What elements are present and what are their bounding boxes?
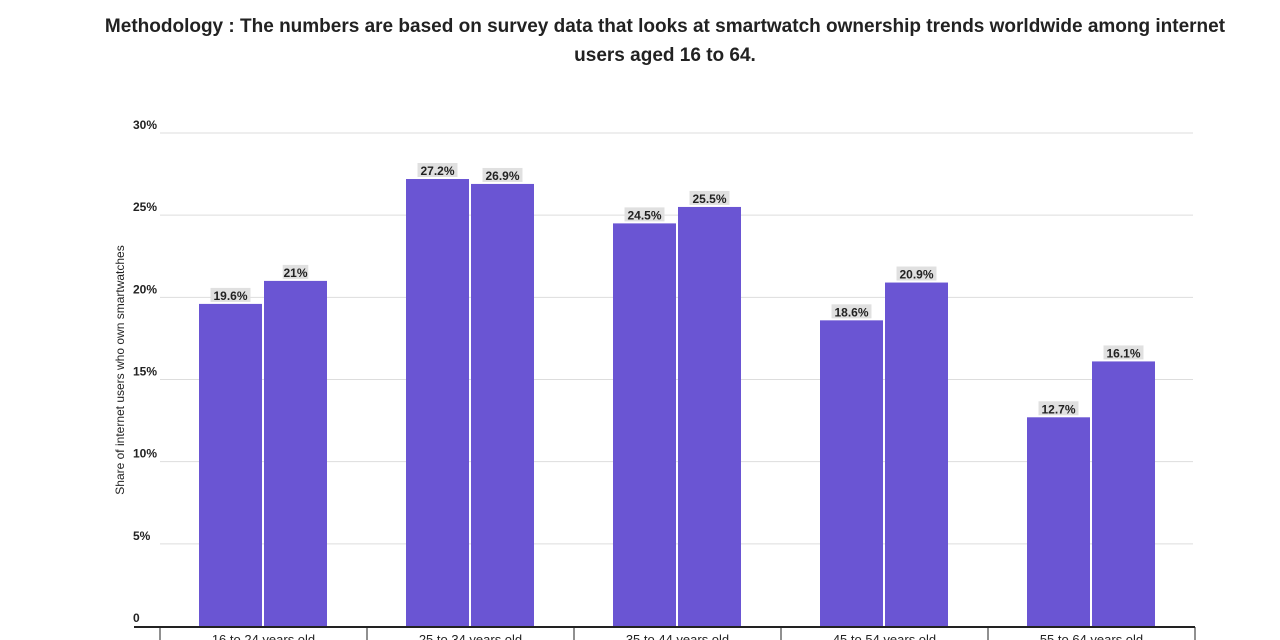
bar bbox=[820, 320, 883, 626]
data-label-bg bbox=[1038, 401, 1079, 416]
data-label: 20.9% bbox=[899, 268, 933, 282]
y-tick-label: 30% bbox=[133, 118, 157, 132]
y-tick-label: 15% bbox=[133, 365, 157, 379]
data-label-bg bbox=[831, 304, 872, 319]
data-label-bg bbox=[482, 167, 523, 182]
data-label-bg bbox=[1103, 345, 1144, 360]
bar bbox=[264, 280, 327, 626]
bar bbox=[1092, 361, 1155, 626]
bar bbox=[471, 183, 534, 626]
bar bbox=[406, 179, 469, 626]
x-tick-label: 35 to 44 years old bbox=[626, 632, 729, 640]
x-tick-label: 55 to 64 years old bbox=[1040, 632, 1143, 640]
data-label-bg bbox=[689, 190, 730, 205]
bar bbox=[678, 206, 741, 626]
data-label-bg bbox=[417, 163, 458, 178]
data-label-bg bbox=[896, 266, 937, 281]
data-label-bg bbox=[210, 287, 251, 302]
data-label: 25.5% bbox=[692, 192, 726, 206]
y-tick-label: 0 bbox=[133, 611, 140, 625]
data-label: 19.6% bbox=[213, 289, 247, 303]
y-axis-label: Share of internet users who own smartwat… bbox=[113, 245, 127, 494]
y-tick-label: 25% bbox=[133, 200, 157, 214]
x-tick-label: 16 to 24 years old bbox=[212, 632, 315, 640]
chart-title: Methodology : The numbers are based on s… bbox=[104, 16, 1226, 66]
data-label: 27.2% bbox=[420, 164, 454, 178]
data-label-bg bbox=[624, 207, 665, 222]
y-tick-label: 20% bbox=[133, 282, 157, 296]
data-label: 21% bbox=[283, 266, 307, 280]
bar bbox=[1027, 417, 1090, 626]
bar bbox=[199, 303, 262, 626]
y-tick-label: 5% bbox=[133, 529, 151, 543]
bar bbox=[613, 223, 676, 626]
y-tick-label: 10% bbox=[133, 447, 157, 461]
bar bbox=[885, 282, 948, 626]
data-label: 18.6% bbox=[834, 305, 868, 319]
data-label: 24.5% bbox=[627, 208, 661, 222]
data-label-bg bbox=[282, 264, 309, 279]
data-label: 16.1% bbox=[1106, 346, 1140, 360]
data-label: 12.7% bbox=[1041, 402, 1075, 416]
x-tick-label: 25 to 34 years old bbox=[419, 632, 522, 640]
data-label: 26.9% bbox=[485, 169, 519, 183]
x-tick-label: 45 to 54 years old bbox=[833, 632, 936, 640]
